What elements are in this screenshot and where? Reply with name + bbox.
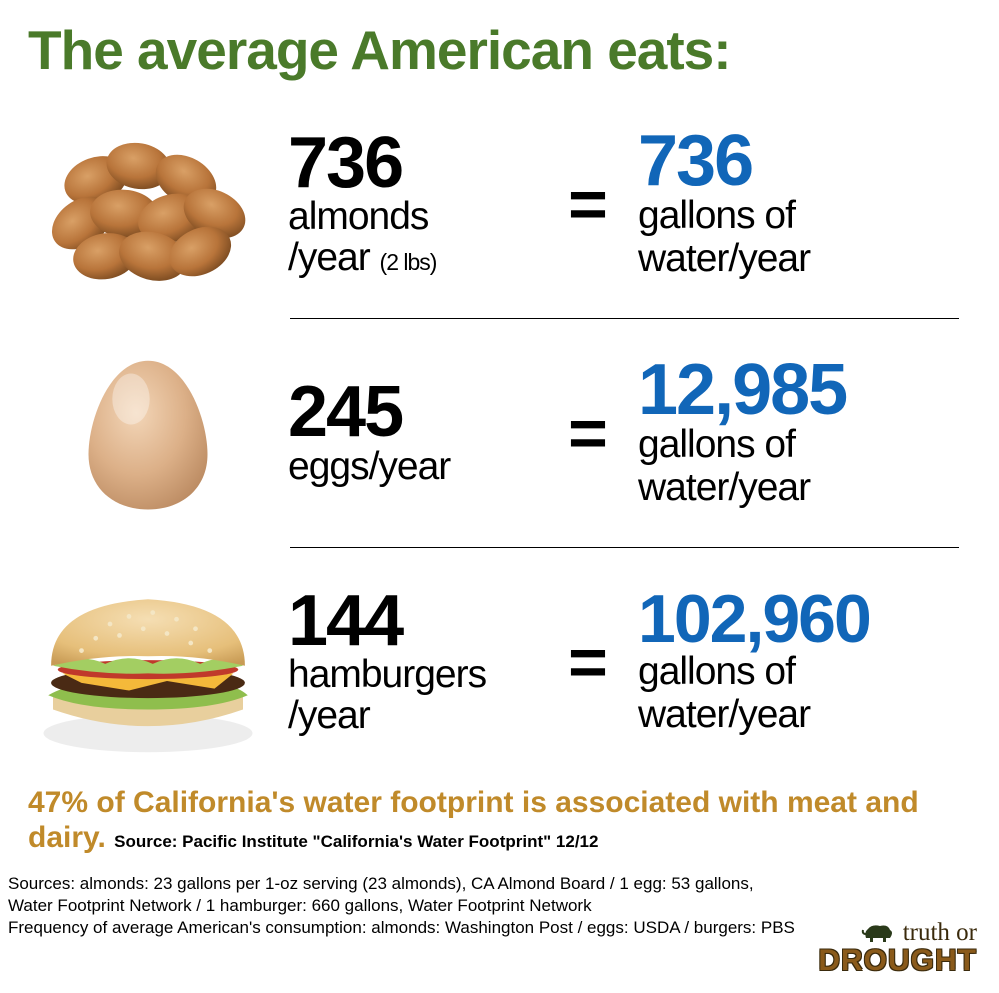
hamburgers-water-label-1: gallons of	[638, 650, 795, 693]
almonds-water: 736 gallons of water/year	[618, 127, 969, 281]
eggs-qty: 245 eggs/year	[278, 378, 558, 487]
hamburgers-qty-label-2: /year	[288, 694, 370, 737]
eggs-water-label-2: water/year	[638, 466, 810, 509]
hamburgers-qty-number: 144	[288, 587, 558, 655]
almonds-water-label-2: water/year	[638, 237, 810, 280]
row-eggs: 245 eggs/year = 12,985 gallons of water/…	[0, 319, 999, 547]
almonds-qty: 736 almonds /year (2 lbs)	[278, 129, 558, 279]
truth-or-drought-logo: truth or DROUGHT	[818, 919, 977, 975]
equals-sign: =	[558, 165, 618, 243]
sources-line-2: Water Footprint Network / 1 hamburger: 6…	[8, 895, 971, 917]
row-hamburgers: 144 hamburgers /year = 102,960 gallons o…	[0, 548, 999, 776]
almonds-illustration	[18, 104, 278, 304]
almonds-qty-label-2: /year	[288, 236, 370, 279]
page-title: The average American eats:	[0, 0, 999, 90]
almonds-water-number: 736	[638, 127, 969, 195]
hamburgers-qty-label-1: hamburgers	[288, 653, 486, 696]
equals-sign: =	[558, 623, 618, 701]
hamburgers-water-label-2: water/year	[638, 693, 810, 736]
eggs-water: 12,985 gallons of water/year	[618, 356, 969, 510]
hamburgers-qty: 144 hamburgers /year	[278, 587, 558, 737]
eggs-qty-label-1: eggs/year	[288, 445, 450, 488]
almonds-qty-note: (2 lbs)	[380, 249, 437, 275]
almonds-water-label-1: gallons of	[638, 194, 795, 237]
equals-sign: =	[558, 394, 618, 472]
row-almonds: 736 almonds /year (2 lbs) = 736 gallons …	[0, 90, 999, 318]
logo-bottom-text: DROUGHT	[818, 944, 977, 977]
logo-top-text: truth or	[903, 919, 977, 946]
eggs-water-label-1: gallons of	[638, 423, 795, 466]
hamburgers-water: 102,960 gallons of water/year	[618, 587, 969, 737]
egg-illustration	[18, 333, 278, 533]
eggs-qty-number: 245	[288, 378, 558, 446]
almonds-qty-label-1: almonds	[288, 195, 428, 238]
hamburgers-water-number: 102,960	[638, 587, 969, 652]
almonds-qty-number: 736	[288, 129, 558, 197]
hamburger-illustration	[18, 562, 278, 762]
sources-line-1: Sources: almonds: 23 gallons per 1-oz se…	[8, 873, 971, 895]
callout-source: Source: Pacific Institute "California's …	[114, 832, 598, 851]
eggs-water-number: 12,985	[638, 356, 969, 424]
callout: 47% of California's water footprint is a…	[0, 776, 999, 859]
